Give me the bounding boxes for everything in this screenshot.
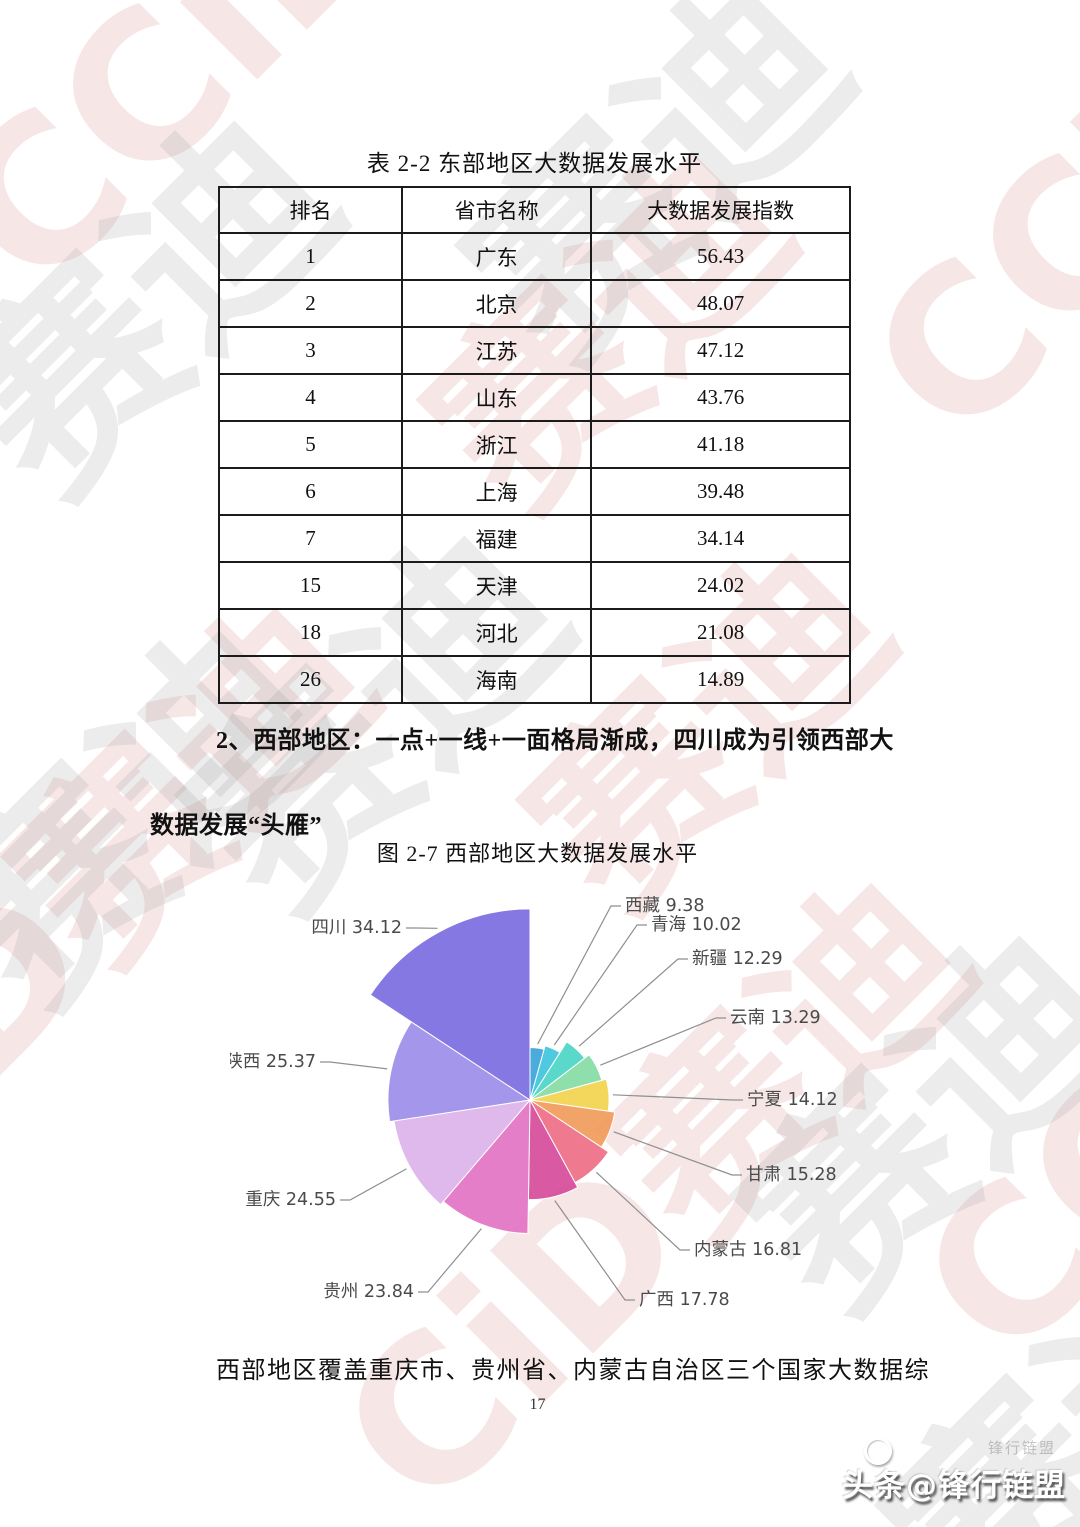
label-leader-line xyxy=(554,1200,635,1301)
rank-cell: 1 xyxy=(218,232,403,281)
province-cell: 江苏 xyxy=(400,326,593,375)
label-leader-line xyxy=(613,1131,742,1176)
table-header-row: 排名 省市名称 大数据发展指数 xyxy=(218,186,851,234)
label-leader-line xyxy=(595,1171,690,1251)
toutiao-stamp: 锋行链盟 头条@锋行链盟 xyxy=(836,1437,1066,1507)
label-leader-line xyxy=(600,1017,726,1066)
slice-label-青海: 青海 10.02 xyxy=(651,915,742,935)
label-leader-line xyxy=(537,905,621,1045)
index-cell: 41.18 xyxy=(590,420,851,469)
index-cell: 24.02 xyxy=(590,561,851,610)
label-leader-line xyxy=(612,1094,743,1101)
index-cell: 14.89 xyxy=(590,655,851,704)
province-cell: 河北 xyxy=(400,608,593,657)
province-cell: 天津 xyxy=(400,561,593,610)
slice-label-四川: 四川 34.12 xyxy=(311,918,402,938)
rank-cell: 2 xyxy=(218,279,403,328)
rank-cell: 3 xyxy=(218,326,403,375)
province-cell: 福建 xyxy=(400,514,593,563)
slice-label-新疆: 新疆 12.29 xyxy=(692,949,783,969)
stamp-small-text: 锋行链盟 xyxy=(987,1439,1056,1457)
rose-slice-重庆[interactable] xyxy=(393,1099,532,1206)
table-header-name: 省市名称 xyxy=(400,186,593,234)
label-leader-line xyxy=(578,958,688,1047)
body-paragraph: 西部地区覆盖重庆市、贵州省、内蒙古自治区三个国家大数据综 xyxy=(216,1358,930,1384)
rank-cell: 6 xyxy=(218,467,403,516)
label-leader-line xyxy=(340,1168,407,1201)
index-cell: 47.12 xyxy=(590,326,851,375)
figure-caption: 图 2-7 西部地区大数据发展水平 xyxy=(376,841,699,866)
table-row: 1 广东 56.43 xyxy=(218,232,851,281)
slice-label-云南: 云南 13.29 xyxy=(730,1008,821,1028)
rose-slice-陕西[interactable] xyxy=(387,1021,532,1123)
slice-label-西藏: 西藏 9.38 xyxy=(625,896,705,916)
section-heading-line2: 数据发展“头雁” xyxy=(150,813,322,839)
slice-label-内蒙古: 内蒙古 16.81 xyxy=(694,1240,802,1260)
index-cell: 21.08 xyxy=(590,608,851,657)
province-cell: 浙江 xyxy=(400,420,593,469)
province-cell: 山东 xyxy=(400,373,593,422)
slice-label-广西: 广西 17.78 xyxy=(639,1290,730,1310)
rank-cell: 26 xyxy=(218,655,403,704)
rank-cell: 7 xyxy=(218,514,403,563)
province-cell: 广东 xyxy=(400,232,593,281)
table-row: 4 山东 43.76 xyxy=(218,373,851,422)
slice-label-重庆: 重庆 24.55 xyxy=(245,1190,336,1210)
table-row: 2 北京 48.07 xyxy=(218,279,851,328)
table-header-rank: 排名 xyxy=(218,186,403,234)
rose-slice-贵州[interactable] xyxy=(442,1098,531,1235)
stamp-logo-icon xyxy=(864,1437,892,1465)
table-row: 6 上海 39.48 xyxy=(218,467,851,516)
table-row: 26 海南 14.89 xyxy=(218,655,851,704)
table-row: 5 浙江 41.18 xyxy=(218,420,851,469)
table-row: 15 天津 24.02 xyxy=(218,561,851,610)
label-leader-line xyxy=(418,1228,482,1293)
province-cell: 海南 xyxy=(400,655,593,704)
table-head: 排名 省市名称 大数据发展指数 xyxy=(218,186,851,234)
table-title: 表 2-2 东部地区大数据发展水平 xyxy=(366,151,703,176)
section-heading-line1: 2、西部地区：一点+一线+一面格局渐成，四川成为引领西部大 xyxy=(216,728,894,754)
rank-cell: 15 xyxy=(218,561,403,610)
slice-label-陕西: 陕西 25.37 xyxy=(230,1052,316,1072)
label-leader-line xyxy=(553,924,647,1046)
rose-slice-四川[interactable] xyxy=(369,908,531,1101)
table-header-index: 大数据发展指数 xyxy=(590,186,851,234)
rank-cell: 18 xyxy=(218,608,403,657)
page-number: 17 xyxy=(529,1396,546,1413)
index-cell: 39.48 xyxy=(590,467,851,516)
table-row: 7 福建 34.14 xyxy=(218,514,851,563)
rank-cell: 4 xyxy=(218,373,403,422)
table-body: 1 广东 56.43 2 北京 48.07 3 江苏 47.12 4 山东 43.76 5 浙江 41.18… xyxy=(218,232,851,704)
table-row: 18 河北 21.08 xyxy=(218,608,851,657)
province-cell: 上海 xyxy=(400,467,593,516)
section-heading: 2、西部地区：一点+一线+一面格局渐成，四川成为引领西部大 数据发展“头雁” xyxy=(150,720,950,840)
index-cell: 48.07 xyxy=(590,279,851,328)
stamp-main-text: 头条@锋行链盟 xyxy=(842,1468,1066,1504)
east-region-table: 排名 省市名称 大数据发展指数 1 广东 56.43 2 北京 48.07 3 江苏 47.12… xyxy=(218,186,851,704)
rank-cell: 5 xyxy=(218,420,403,469)
slice-label-贵州: 贵州 23.84 xyxy=(323,1282,414,1302)
province-cell: 北京 xyxy=(400,279,593,328)
index-cell: 56.43 xyxy=(590,232,851,281)
label-leader-line xyxy=(320,1061,388,1070)
index-cell: 43.76 xyxy=(590,373,851,422)
table-row: 3 江苏 47.12 xyxy=(218,326,851,375)
slice-label-宁夏: 宁夏 14.12 xyxy=(747,1090,838,1110)
index-cell: 34.14 xyxy=(590,514,851,563)
slice-label-甘肃: 甘肃 15.28 xyxy=(746,1165,837,1185)
